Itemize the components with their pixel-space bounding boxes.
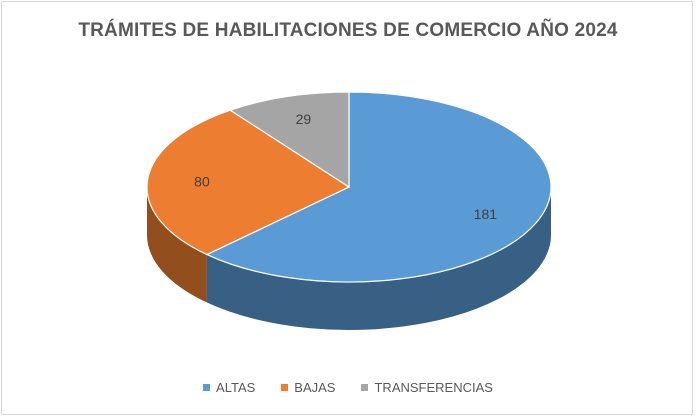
pie-side-bajas	[147, 187, 207, 303]
pie-slice-bajas	[146, 109, 351, 256]
legend-label: ALTAS	[216, 380, 256, 395]
pie-chart: 181 80 29	[146, 91, 552, 330]
legend-label: TRANSFERENCIAS	[374, 380, 493, 395]
legend-item-transferencias: TRANSFERENCIAS	[361, 380, 493, 395]
data-label-altas: 181	[474, 206, 498, 222]
pie-side-altas	[206, 187, 552, 330]
legend-swatch	[281, 384, 289, 391]
legend-swatch	[203, 384, 211, 391]
legend-label: BAJAS	[294, 380, 336, 395]
data-label-transferencias: 29	[296, 111, 312, 127]
pie-slice-transferencias	[228, 91, 350, 189]
legend-swatch	[361, 384, 369, 391]
legend-item-altas: ALTAS	[203, 380, 255, 395]
chart-title: TRÁMITES DE HABILITACIONES DE COMERCIO A…	[78, 20, 618, 41]
legend-item-bajas: BAJAS	[281, 380, 335, 395]
data-label-bajas: 80	[194, 174, 210, 190]
pie-slice-altas	[205, 91, 552, 283]
chart-legend: ALTAS BAJAS TRANSFERENCIAS	[2, 380, 694, 395]
